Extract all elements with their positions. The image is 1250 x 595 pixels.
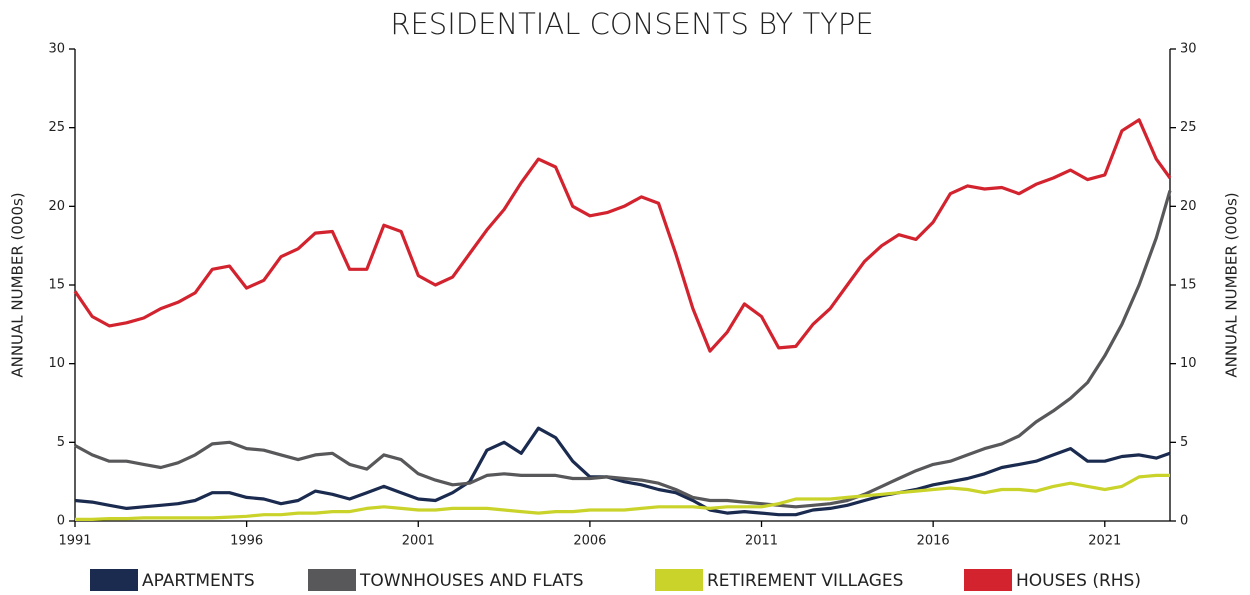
- y2-tick-label: 10: [1180, 356, 1197, 371]
- legend-swatch: [90, 569, 138, 591]
- y-axis-label: ANNUAL NUMBER (000s): [9, 192, 27, 377]
- y2-tick-label: 0: [1180, 514, 1188, 529]
- legend-swatch: [308, 569, 356, 591]
- series-line: [74, 190, 1172, 509]
- legend-label: RETIREMENT VILLAGES: [707, 571, 903, 591]
- y-tick-label: 15: [48, 278, 65, 293]
- series-line: [75, 473, 1170, 521]
- legend-label: HOUSES (RHS): [1016, 571, 1141, 591]
- y2-axis-label: ANNUAL NUMBER (000s): [1223, 192, 1241, 377]
- y2-tick-label: 20: [1180, 199, 1197, 214]
- y-tick-label: 25: [48, 120, 65, 135]
- y2-tick-label: 5: [1180, 435, 1188, 450]
- y2-tick-label: 15: [1180, 278, 1197, 293]
- x-tick-label: 2021: [1088, 534, 1121, 549]
- x-tick-label: 2011: [745, 534, 778, 549]
- legend-swatch: [964, 569, 1012, 591]
- series-line: [74, 426, 1171, 517]
- legend-swatch: [655, 569, 703, 591]
- x-tick-label: 2016: [917, 534, 950, 549]
- x-tick-label: 2001: [402, 534, 435, 549]
- y2-tick-label: 25: [1180, 120, 1197, 135]
- x-tick-label: 1996: [230, 534, 263, 549]
- x-tick-label: 1991: [58, 534, 91, 549]
- y-tick-label: 20: [48, 199, 65, 214]
- chart-title: RESIDENTIAL CONSENTS BY TYPE: [390, 7, 873, 41]
- y-tick-label: 10: [48, 356, 65, 371]
- legend-label: APARTMENTS: [142, 571, 255, 591]
- y-tick-label: 30: [48, 42, 65, 57]
- x-tick-label: 2006: [573, 534, 606, 549]
- y-tick-label: 0: [57, 514, 65, 529]
- series-line: [73, 118, 1172, 353]
- y-tick-label: 5: [57, 435, 65, 450]
- y2-tick-label: 30: [1180, 42, 1197, 57]
- legend-label: TOWNHOUSES AND FLATS: [359, 571, 584, 591]
